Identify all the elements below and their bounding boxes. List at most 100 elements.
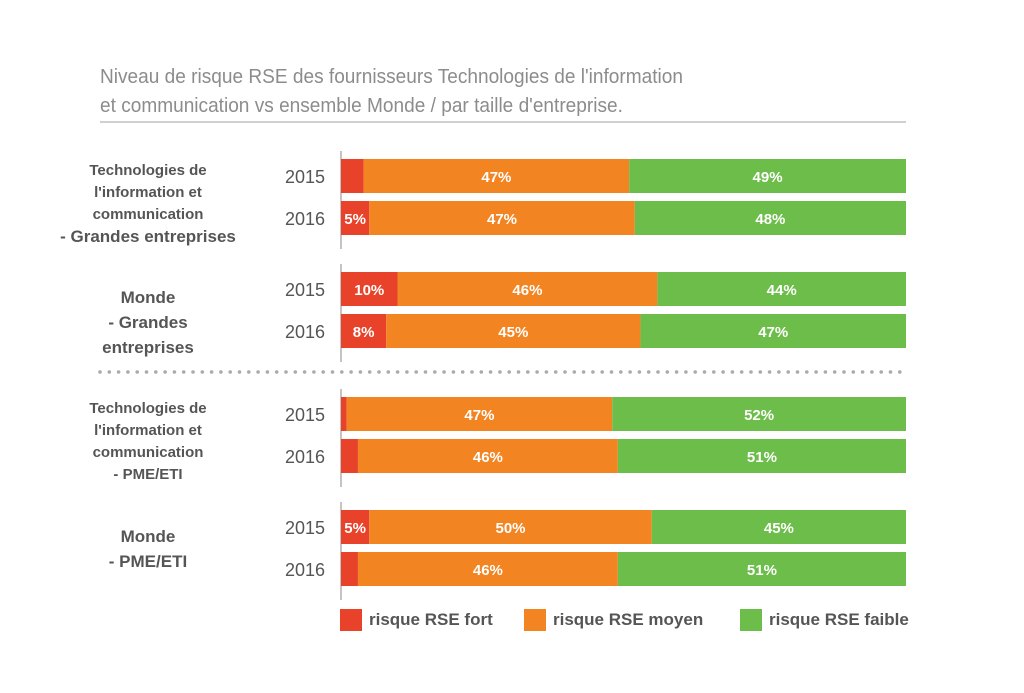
- bar-segment-moyen: [386, 314, 641, 348]
- bar-segment-moyen: [363, 159, 630, 193]
- separator-dot: [107, 370, 112, 374]
- year-label: 2015: [285, 280, 325, 300]
- separator-dot: [879, 370, 883, 374]
- data-label: 50%: [495, 520, 525, 537]
- separator-dot: [284, 370, 288, 374]
- separator-dot: [646, 370, 651, 374]
- chart-title-line: et communication vs ensemble Monde / par…: [100, 94, 623, 117]
- separator-dot: [777, 370, 781, 374]
- separator-dot: [572, 370, 577, 374]
- separator-dot: [609, 370, 614, 374]
- year-label: 2016: [285, 322, 325, 342]
- separator-dot: [228, 370, 232, 374]
- bar-segment-faible: [629, 159, 906, 193]
- separator-dot: [721, 370, 725, 374]
- group-label-line: Technologies de: [89, 400, 207, 417]
- separator-dot: [553, 370, 558, 374]
- separator-dot: [423, 370, 428, 374]
- separator-dot: [395, 370, 400, 374]
- separator-dot: [312, 370, 316, 374]
- separator-dot: [665, 370, 670, 374]
- separator-dot: [851, 370, 856, 374]
- bar-segment-fort: [341, 439, 358, 473]
- bar-segment-faible: [634, 201, 906, 235]
- separator-dot: [451, 370, 456, 374]
- separator-dot: [386, 370, 391, 374]
- separator-dot: [302, 370, 307, 374]
- separator-dot: [767, 370, 772, 374]
- separator-dot: [200, 370, 205, 374]
- separator-dot: [377, 370, 381, 374]
- separator-dot: [823, 370, 828, 374]
- legend-label: risque RSE faible: [769, 610, 909, 629]
- separator-dot: [163, 370, 167, 374]
- bar-segment-moyen: [357, 439, 618, 473]
- bar-segment-moyen: [369, 201, 635, 235]
- data-label: 8%: [353, 324, 375, 341]
- bar-segment-faible: [617, 439, 906, 473]
- separator-dot: [405, 370, 409, 374]
- bar-segment-moyen: [369, 510, 652, 544]
- separator-dot: [544, 370, 549, 374]
- data-label: 47%: [758, 324, 788, 341]
- separator-dot: [842, 370, 846, 374]
- separator-dot: [693, 370, 697, 374]
- separator-dot: [479, 370, 484, 374]
- title-divider: [100, 121, 906, 123]
- bar-segment-moyen: [346, 397, 613, 431]
- bar-segment-moyen: [357, 552, 618, 586]
- separator-dot: [637, 370, 642, 374]
- year-label: 2015: [285, 518, 325, 538]
- separator-dot: [581, 370, 586, 374]
- separator-dot: [209, 370, 214, 374]
- separator-dot: [898, 370, 902, 374]
- separator-dot: [507, 370, 512, 374]
- separator-dot: [674, 370, 679, 374]
- data-label: 52%: [744, 407, 774, 424]
- separator-dot: [814, 370, 818, 374]
- data-label: 5%: [344, 520, 366, 537]
- bar-segment-fort: [341, 272, 398, 306]
- data-label: 51%: [747, 562, 777, 579]
- separator-dot: [126, 370, 130, 374]
- separator-dot: [358, 370, 363, 374]
- separator-dot: [619, 370, 623, 374]
- separator-dot: [758, 370, 763, 374]
- separator-dot: [191, 370, 195, 374]
- bar-segment-faible: [651, 510, 906, 544]
- data-label: 51%: [747, 449, 777, 466]
- separator-dot: [265, 370, 270, 374]
- year-label: 2015: [285, 405, 325, 425]
- data-label: 48%: [755, 211, 785, 228]
- separator-dot: [144, 370, 149, 374]
- separator-dot: [702, 370, 707, 374]
- year-label: 2016: [285, 447, 325, 467]
- separator-dot: [256, 370, 260, 374]
- separator-dot: [498, 370, 502, 374]
- data-label: 10%: [354, 282, 384, 299]
- separator-dot: [274, 370, 279, 374]
- separator-dot: [684, 370, 688, 374]
- data-label: 44%: [767, 282, 797, 299]
- group-label-line: Technologies de: [89, 162, 207, 179]
- year-label: 2016: [285, 209, 325, 229]
- legend-item-moyen: risque RSE moyen: [524, 609, 703, 631]
- group-label-line: - Grandes entreprises: [60, 227, 236, 246]
- separator-dot: [98, 370, 102, 374]
- bar-segment-fort: [341, 510, 370, 544]
- separator-dot: [330, 370, 335, 374]
- separator-dot: [739, 370, 744, 374]
- separator-dot: [172, 370, 177, 374]
- separator-dot: [367, 370, 372, 374]
- separator-dot: [832, 370, 837, 374]
- bar-segment-fort: [341, 314, 387, 348]
- data-label: 46%: [512, 282, 542, 299]
- separator-dot: [116, 370, 121, 374]
- group-label-line: Monde: [120, 527, 176, 546]
- separator-dot: [293, 370, 298, 374]
- bar-segment-fort: [341, 201, 370, 235]
- separator-dot: [470, 370, 474, 374]
- group-label-line: l'information et: [94, 184, 202, 201]
- group-label: Technologies de l'information et communica…: [43, 398, 253, 486]
- separator-dot: [237, 370, 242, 374]
